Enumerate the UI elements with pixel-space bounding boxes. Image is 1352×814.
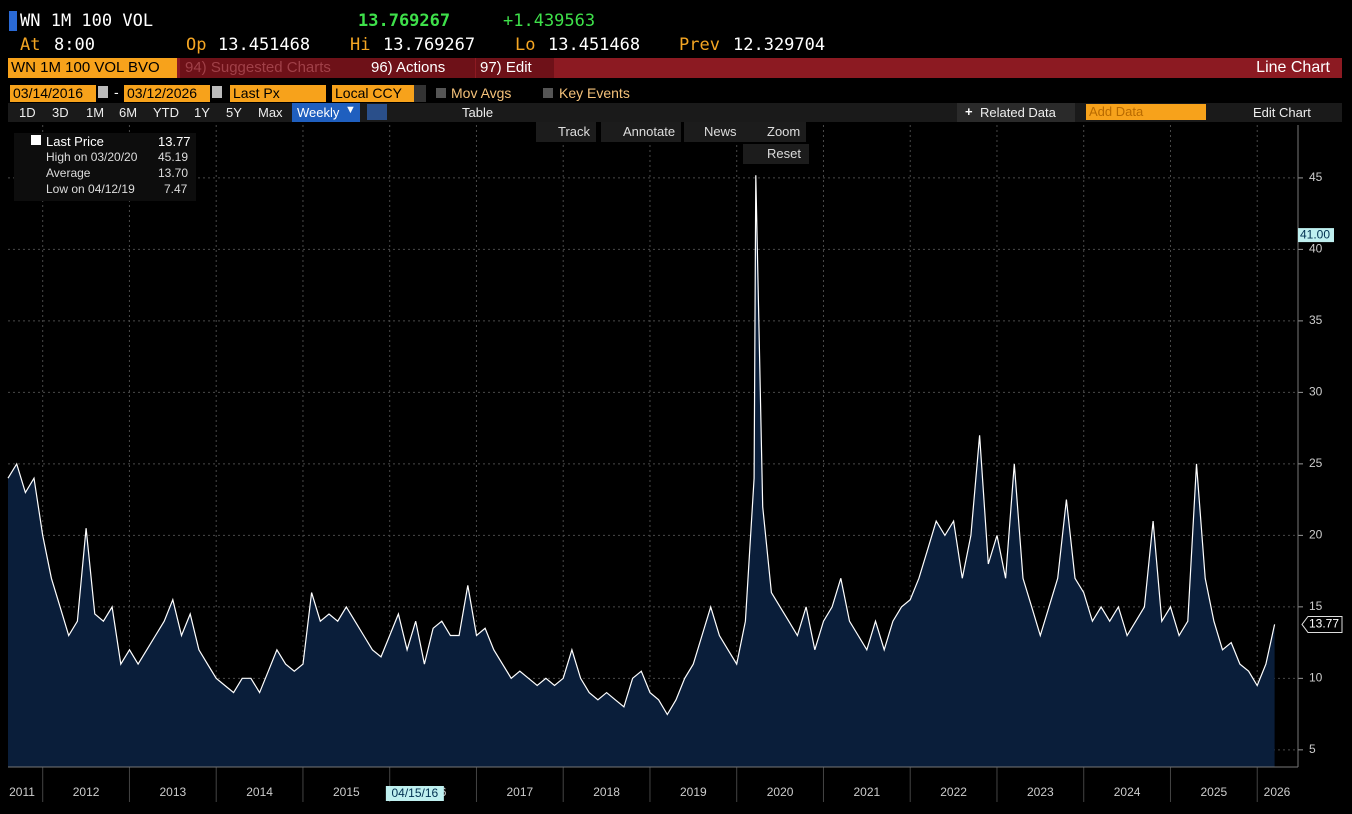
tool-button[interactable]: Track — [536, 122, 597, 142]
y-tick-label: 25 — [1309, 456, 1323, 470]
add-data-input[interactable]: Add Data — [1086, 104, 1206, 120]
menu-button[interactable]: 97) Edit — [476, 58, 554, 78]
x-tick-label: 2012 — [73, 785, 100, 799]
calendar-icon[interactable] — [98, 86, 108, 98]
separator: - — [114, 84, 119, 100]
option-label[interactable]: Mov Avgs — [451, 85, 512, 101]
frequency-select[interactable] — [292, 103, 360, 122]
period-button[interactable]: 6M — [119, 105, 138, 120]
legend — [14, 133, 196, 201]
button-bg[interactable] — [957, 103, 1075, 122]
last-price-label: 13.77 — [1309, 617, 1339, 631]
start-date[interactable]: 03/14/2016 — [10, 85, 96, 102]
x-tick-label: 2011 — [9, 785, 35, 799]
x-tick-label: 2023 — [1027, 785, 1054, 799]
last-price: 13.769267 — [358, 11, 451, 31]
menu-button[interactable]: 94) Suggested Charts — [180, 58, 368, 78]
legend-label: Last Price — [46, 134, 104, 149]
x-tick-label: 2024 — [1114, 785, 1141, 799]
x-tick-label: 2022 — [940, 785, 967, 799]
crosshair-box — [385, 786, 444, 801]
field-label: Op — [186, 35, 207, 55]
security-field[interactable]: WN 1M 100 VOL BVO — [8, 58, 177, 78]
area — [8, 175, 1275, 767]
plus-icon[interactable]: + — [965, 104, 973, 119]
x-tick-label: 2021 — [853, 785, 880, 799]
price-marker-box — [1298, 228, 1334, 243]
menu-button[interactable]: 96) Actions — [367, 58, 475, 78]
calendar-icon[interactable] — [212, 86, 222, 98]
y-tick-label: 20 — [1309, 528, 1323, 542]
field-value: 13.451468 — [218, 35, 311, 55]
period-button[interactable]: YTD — [153, 105, 179, 120]
last-price-marker — [1301, 615, 1343, 633]
y-tick-label: 40 — [1309, 242, 1323, 256]
ticker: WN 1M 100 VOL — [20, 11, 154, 31]
x-tick-label: 2020 — [767, 785, 794, 799]
period-button[interactable]: 3D — [52, 105, 69, 120]
period-button[interactable]: Max — [258, 105, 283, 120]
chart-style-icon[interactable] — [367, 104, 387, 120]
y-tick-label: 10 — [1309, 671, 1323, 685]
y-tick-label: 45 — [1309, 170, 1323, 184]
related-button[interactable]: Related Data — [980, 105, 1056, 120]
legend-value: 13.77 — [158, 134, 191, 149]
period-button[interactable]: 1M — [86, 105, 105, 120]
field-label: Hi — [350, 35, 371, 55]
legend-value: 13.70 — [158, 166, 189, 180]
tool-button[interactable]: Annotate — [601, 122, 682, 142]
x-tick-label: 2015 — [333, 785, 360, 799]
field-value: 13.451468 — [548, 35, 641, 55]
price-marker-label: 41.00 — [1300, 227, 1330, 241]
y-tick-label: 5 — [1309, 742, 1316, 756]
legend-value: 7.47 — [164, 182, 188, 196]
x-tick-label: 2013 — [159, 785, 186, 799]
y-tick-label: 35 — [1309, 313, 1323, 327]
table-button[interactable]: Table — [462, 105, 494, 120]
checkbox[interactable] — [436, 88, 446, 98]
x-tick-label: 2025 — [1200, 785, 1227, 799]
line — [7, 175, 1276, 716]
view-title: Line Chart — [1256, 59, 1330, 76]
net-change: +1.439563 — [503, 11, 596, 31]
checkbox[interactable] — [543, 88, 553, 98]
legend-label: High on 03/20/20 — [46, 150, 138, 164]
period-button[interactable]: 1Y — [194, 105, 210, 120]
end-date[interactable]: 03/12/2026 — [124, 85, 210, 102]
y-tick-label: 30 — [1309, 385, 1323, 399]
cursor-block — [9, 11, 17, 31]
period-button[interactable]: 1D — [19, 105, 36, 120]
legend-value: 45.19 — [158, 150, 189, 164]
crosshair-label: 04/15/16 — [392, 786, 439, 800]
x-tick-label: 2019 — [680, 785, 707, 799]
field-label: At — [20, 35, 41, 55]
field-value: 13.769267 — [383, 35, 476, 55]
x-tick-label: 2018 — [593, 785, 620, 799]
frequency-label[interactable]: Weekly — [297, 105, 340, 120]
field-select[interactable]: Last Px — [230, 85, 326, 102]
legend-swatch — [31, 135, 41, 145]
legend-label: Low on 04/12/19 — [46, 182, 135, 196]
dropdown[interactable] — [414, 85, 426, 102]
x-tick-label: 2026 — [1264, 785, 1291, 799]
tool-button[interactable]: News — [684, 122, 743, 142]
dropdown-arrow[interactable]: ▼ — [345, 104, 356, 116]
field-label: Lo — [515, 35, 536, 55]
x-tick-label: 2014 — [246, 785, 273, 799]
currency-select[interactable]: Local CCY — [332, 85, 416, 102]
tool-button[interactable]: Zoom — [743, 122, 807, 142]
tool-button[interactable]: Reset — [743, 144, 809, 164]
field-value: 8:00 — [54, 35, 95, 55]
field-label: Prev — [679, 35, 720, 55]
field-value: 12.329704 — [733, 35, 826, 55]
option-label[interactable]: Key Events — [559, 85, 630, 101]
legend-label: Average — [46, 166, 91, 180]
y-tick-label: 15 — [1309, 599, 1323, 613]
edit-chart-button[interactable]: Edit Chart — [1253, 105, 1311, 120]
period-button[interactable]: 5Y — [226, 105, 242, 120]
x-tick-label: 2017 — [506, 785, 533, 799]
